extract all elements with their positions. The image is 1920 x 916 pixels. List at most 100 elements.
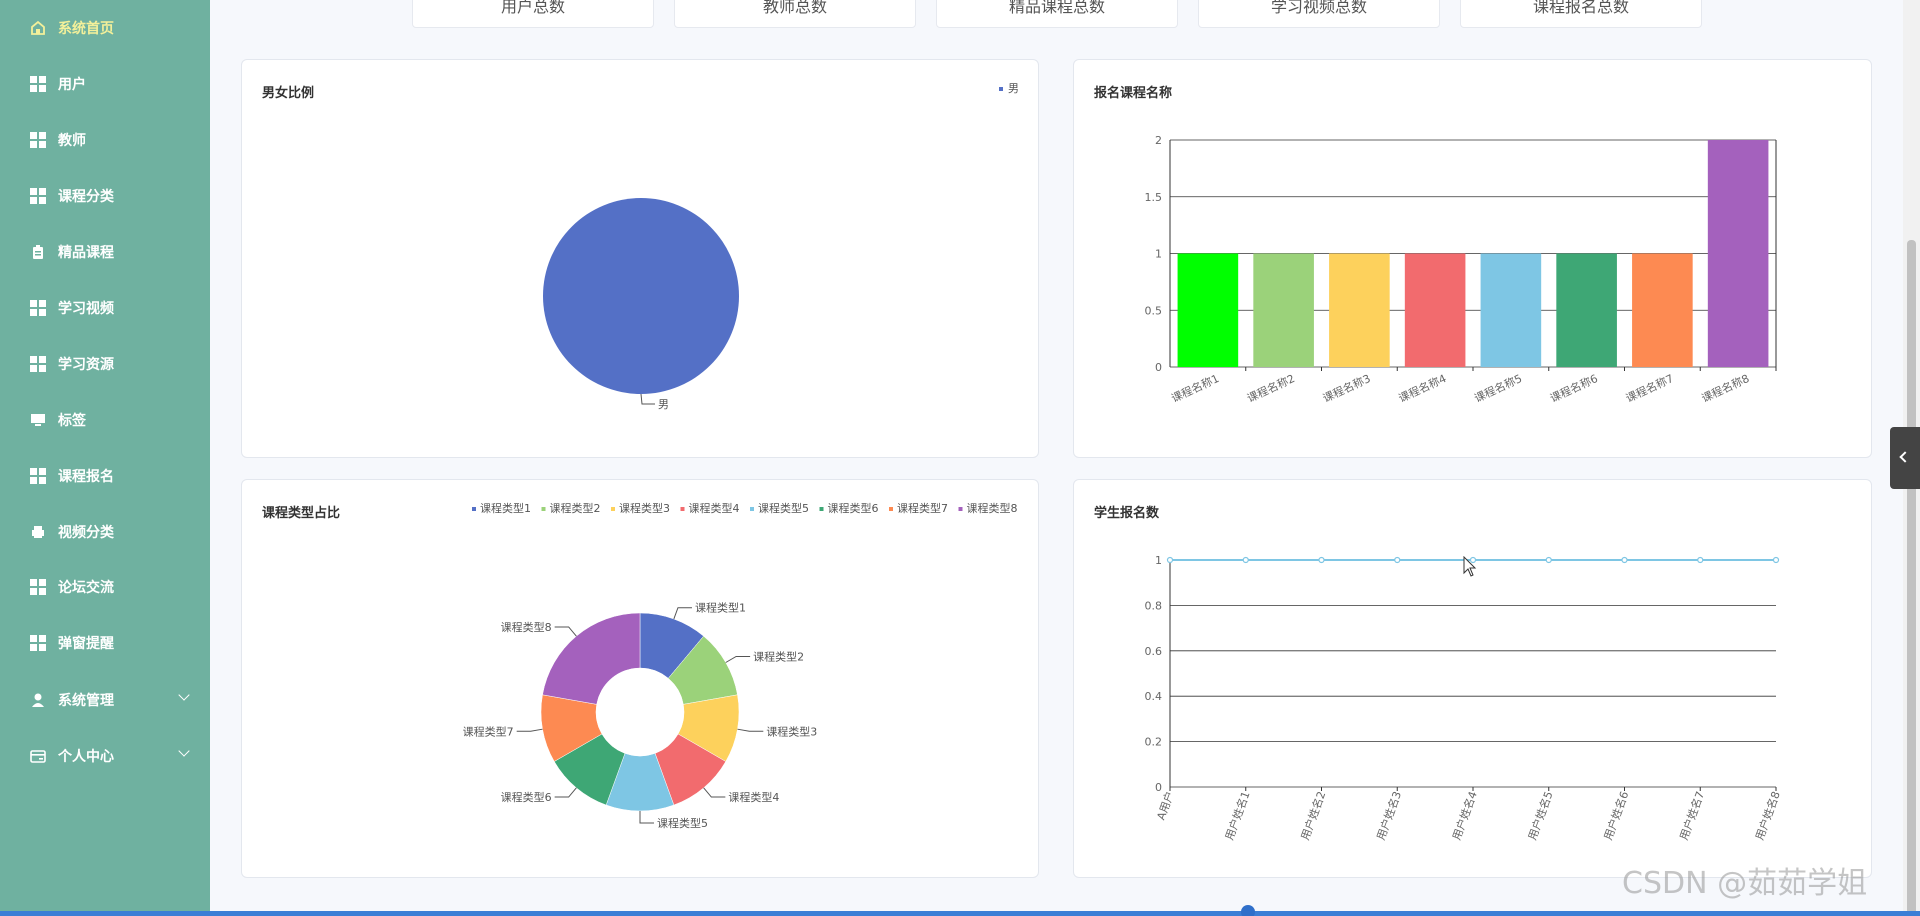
clipboard-icon <box>30 244 46 260</box>
sidebar-item[interactable]: 课程报名 <box>0 448 210 504</box>
sidebar-item-label: 视频分类 <box>58 525 114 541</box>
panel-title: 课程类型占比 <box>262 506 341 521</box>
monitor-icon <box>30 412 46 428</box>
y-tick-label: 1 <box>1155 248 1162 261</box>
card-icon <box>30 748 46 764</box>
sidebar-item[interactable]: 弹窗提醒 <box>0 615 210 671</box>
sidebar-item-label: 论坛交流 <box>58 580 114 596</box>
pie-slice-label: 男 <box>658 398 669 411</box>
sidebar-item[interactable]: 精品课程 <box>0 224 210 280</box>
x-tick-label: 用户姓名7 <box>1676 789 1707 842</box>
bar <box>1329 253 1390 367</box>
watermark: CSDN @茹茹学姐 <box>1622 866 1868 901</box>
x-tick-label: 用户姓名8 <box>1752 789 1783 842</box>
stat-card[interactable]: 学习视频总数 <box>1198 0 1440 28</box>
student-enroll-line-chart[interactable]: 0 0.2 0.4 0.6 0.8 1 A用户 用户姓名1 用户姓名2 用户姓名3 用户姓名4 用户姓… <box>1074 480 1873 879</box>
enroll-course-panel: 报名课程名称 0 0.5 1 1.5 2 课程名称1 课程名称2 课程名称3 课程名称4 课程名称… <box>1073 59 1872 458</box>
data-point <box>1697 556 1704 564</box>
slice-label-line <box>703 787 726 798</box>
sidebar-item[interactable]: 课程分类 <box>0 168 210 224</box>
slice-label-line <box>639 811 654 824</box>
home-icon <box>30 20 46 36</box>
sidebar-item-label: 课程报名 <box>58 469 114 485</box>
collapse-panel-button[interactable] <box>1890 427 1920 489</box>
chevron-left-icon <box>1899 451 1911 463</box>
legend-label: 课程类型3 <box>619 501 670 515</box>
sidebar-item[interactable]: 标签 <box>0 392 210 448</box>
slice-label: 课程类型1 <box>695 601 746 615</box>
stat-card[interactable]: 教师总数 <box>674 0 916 28</box>
data-point <box>1621 556 1628 564</box>
slice-label-line <box>737 728 764 732</box>
x-tick-label: 课程名称3 <box>1321 371 1373 405</box>
grid-icon <box>30 132 46 148</box>
legend-label: 课程类型1 <box>480 501 531 515</box>
enroll-bar-chart[interactable]: 0 0.5 1 1.5 2 课程名称1 课程名称2 课程名称3 课程名称4 课程名称5 课程名称6 课… <box>1074 60 1873 459</box>
x-tick-label: 课程名称5 <box>1472 371 1524 405</box>
grid-icon <box>30 300 46 316</box>
y-tick-label: 0 <box>1155 361 1162 374</box>
y-tick-label: 0 <box>1155 781 1162 794</box>
gender-pie-chart[interactable]: 男男 <box>242 60 1040 459</box>
printer-icon <box>30 524 46 540</box>
sidebar-item-label: 精品课程 <box>58 245 114 261</box>
sidebar-item[interactable]: 系统管理 <box>0 672 210 728</box>
x-tick-label: 课程名称2 <box>1245 371 1297 405</box>
x-tick-label: 课程名称6 <box>1548 371 1600 405</box>
legend-marker <box>958 507 963 511</box>
legend-label: 课程类型6 <box>828 501 879 515</box>
x-tick-label: 课程名称4 <box>1396 371 1448 405</box>
sidebar-item[interactable]: 视频分类 <box>0 504 210 560</box>
legend-marker <box>541 507 546 511</box>
legend-label: 男 <box>1008 82 1019 95</box>
data-point <box>1318 556 1325 564</box>
y-tick-label: 1.5 <box>1145 191 1163 204</box>
slice-label: 课程类型4 <box>728 790 779 804</box>
panel-title: 男女比例 <box>262 86 315 101</box>
scrollbar-thumb[interactable] <box>1907 240 1916 916</box>
data-point <box>1469 556 1477 564</box>
pie-label-line <box>640 393 655 405</box>
sidebar-item-label: 用户 <box>58 77 86 93</box>
sidebar: 系统首页用户教师 课程分类精品课程学习视频 学习资源 标签课程报名视频分类论坛交流弹窗… <box>0 0 210 916</box>
sidebar-item[interactable]: 系统首页 <box>0 0 210 56</box>
legend-marker <box>819 507 824 511</box>
sidebar-item[interactable]: 学习视频 <box>0 280 210 336</box>
stat-card-label: 学习视频总数 <box>1270 0 1367 16</box>
legend-marker <box>472 507 476 511</box>
legend-label: 课程类型7 <box>897 501 948 515</box>
stat-card[interactable]: 课程报名总数 <box>1460 0 1702 28</box>
data-point <box>1394 556 1401 564</box>
data-point <box>1166 556 1174 564</box>
y-tick-label: 0.2 <box>1145 736 1163 749</box>
slice-label: 课程类型5 <box>657 816 708 830</box>
sidebar-item[interactable]: 个人中心 <box>0 728 210 784</box>
student-enroll-panel: 学生报名数 0 0.2 0.4 0.6 0.8 1 A用户 用户姓名1 用户姓名2 用户姓名3 用户… <box>1073 479 1872 878</box>
stat-card[interactable]: 用户总数 <box>412 0 654 28</box>
sidebar-item[interactable]: 学习资源 <box>0 336 210 392</box>
stat-card-label: 精品课程总数 <box>1008 0 1105 16</box>
x-tick-label: 用户姓名5 <box>1525 789 1556 842</box>
x-tick-label: 课程名称8 <box>1699 371 1751 405</box>
stat-card[interactable]: 精品课程总数 <box>936 0 1178 28</box>
bar <box>1632 253 1693 367</box>
mouse-cursor-icon <box>1463 556 1477 577</box>
donut-slice <box>542 612 641 705</box>
legend-marker <box>750 507 754 511</box>
bottom-progress-handle[interactable] <box>1241 905 1255 916</box>
bar <box>1480 253 1542 367</box>
grid-icon <box>30 579 46 595</box>
grid-icon <box>30 188 46 204</box>
bar <box>1707 140 1769 367</box>
y-tick-label: 2 <box>1155 134 1162 147</box>
course-type-donut-chart[interactable]: 课程类型1 课程类型2 课程类型3 课程类型4 课程类型5 课程类型6 课程类型7 课程类型8… <box>242 480 1040 879</box>
grid-icon <box>30 635 46 651</box>
sidebar-item[interactable]: 论坛交流 <box>0 559 210 615</box>
slice-label: 课程类型8 <box>501 620 552 634</box>
sidebar-item[interactable]: 教师 <box>0 112 210 168</box>
y-tick-label: 0.8 <box>1145 599 1163 612</box>
legend-label: 课程类型2 <box>550 501 601 515</box>
course-type-panel: 课程类型占比 课程类型1 课程类型2 课程类型3 课程类型4 课程类型5 课程类型6 课程类… <box>241 479 1039 878</box>
sidebar-item[interactable]: 用户 <box>0 56 210 112</box>
slice-label-line <box>554 787 577 798</box>
